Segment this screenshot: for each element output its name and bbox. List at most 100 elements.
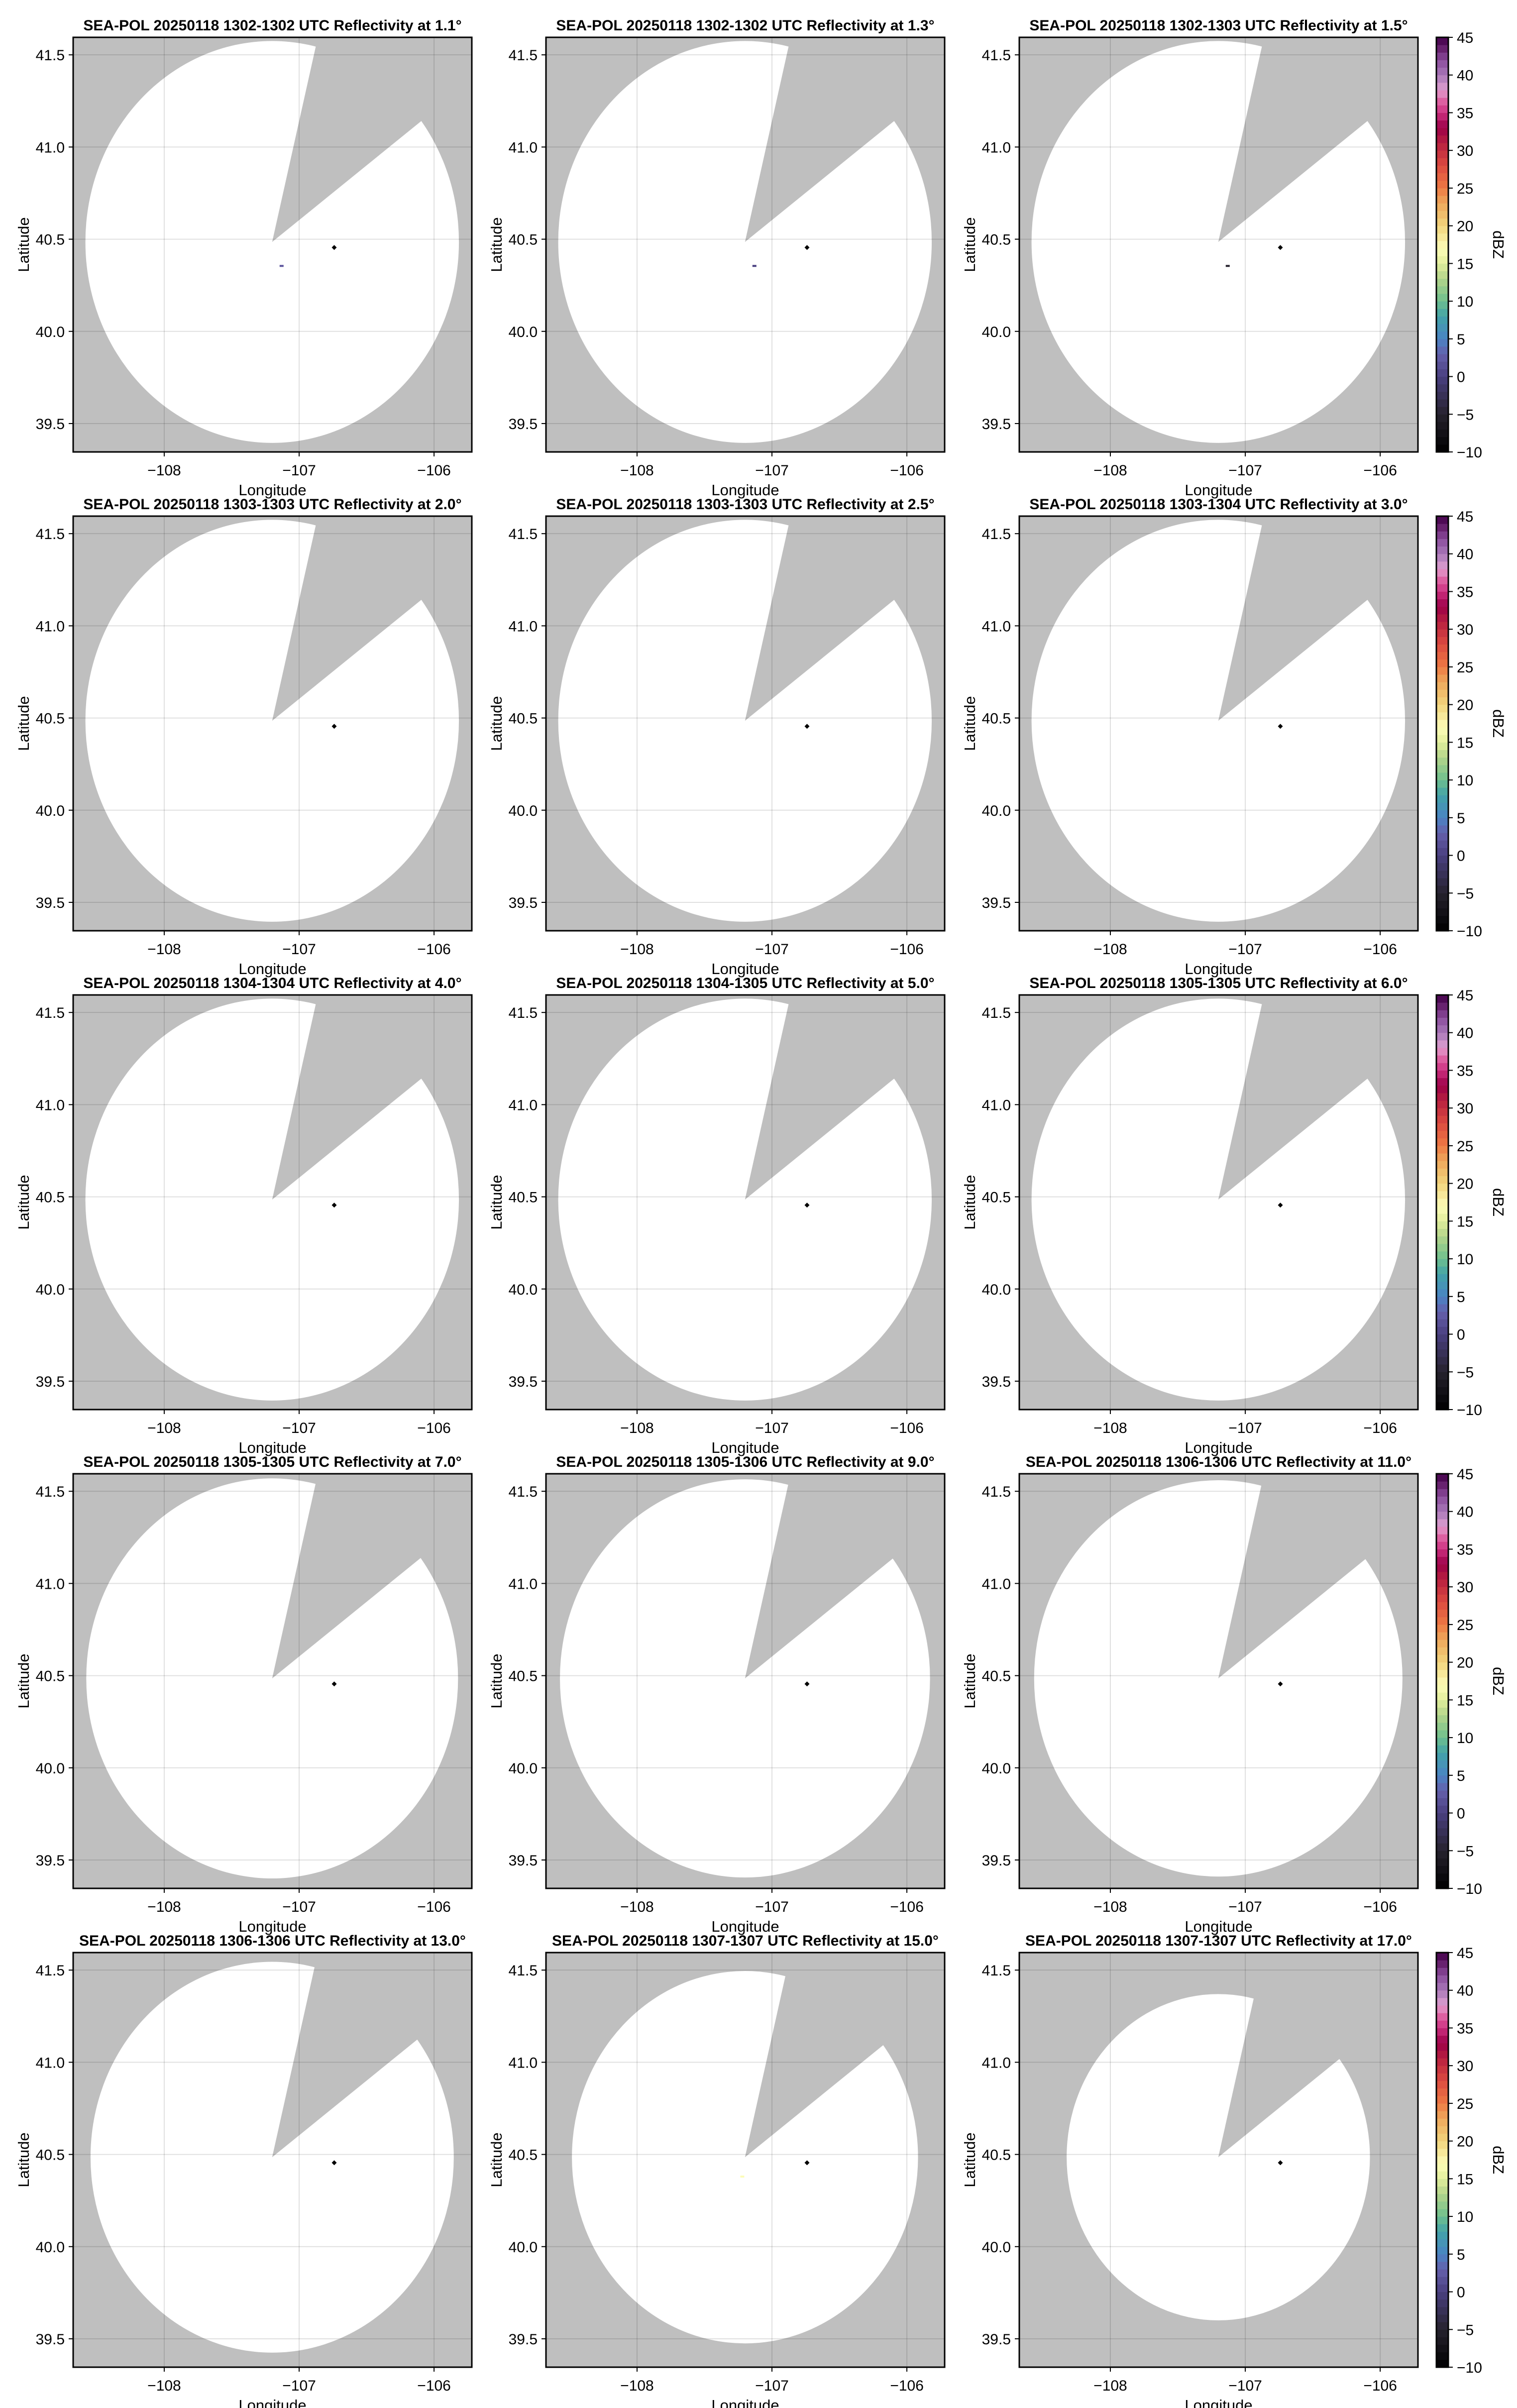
plot-area <box>546 995 945 1410</box>
colorbar-tick-label: 25 <box>1457 1138 1473 1155</box>
y-axis-label: Latitude <box>961 2132 978 2187</box>
colorbar-bin <box>1436 1752 1448 1761</box>
colorbar-bin <box>1436 165 1448 174</box>
colorbar-bin <box>1436 1828 1448 1836</box>
echo-pixel <box>1225 265 1230 267</box>
x-axis-label: Longitude <box>711 2397 779 2408</box>
colorbar-bin <box>1436 2005 1448 2013</box>
colorbar-tick-label: 20 <box>1457 219 1473 235</box>
colorbar-bin <box>1436 1707 1448 1716</box>
y-tick-label: 41.5 <box>509 47 538 64</box>
x-tick-label: −108 <box>620 941 654 958</box>
y-tick-label: 41.5 <box>36 526 65 543</box>
colorbar-bin <box>1436 2337 1448 2345</box>
colorbar-bin <box>1436 196 1448 204</box>
colorbar-bin <box>1436 1228 1448 1237</box>
axes-frame <box>545 994 946 1411</box>
y-tick-label: 40.5 <box>509 232 538 248</box>
y-axis-label: Latitude <box>961 217 978 272</box>
panel-title: SEA-POL 20250118 1305-1305 UTC Reflectiv… <box>83 1454 461 1470</box>
blocked-sector <box>745 995 924 1200</box>
y-tick-label: 39.5 <box>982 1374 1011 1390</box>
colorbar-bin <box>1436 2322 1448 2330</box>
x-tick-label: −108 <box>147 941 181 958</box>
x-axis-label: Longitude <box>238 1918 306 1935</box>
x-tick-label: −107 <box>755 1899 789 1915</box>
colorbar-bin <box>1436 2058 1448 2066</box>
colorbar-bin <box>1436 1858 1448 1866</box>
colorbar-bin <box>1436 1692 1448 1700</box>
colorbar-bin <box>1436 1032 1448 1041</box>
colorbar-bin <box>1436 1798 1448 1806</box>
colorbar-bin <box>1436 1070 1448 1079</box>
colorbar-bin <box>1436 429 1448 438</box>
colorbar-bin <box>1436 271 1448 279</box>
colorbar-bin <box>1436 1685 1448 1693</box>
plot-area <box>73 516 472 931</box>
y-tick-label: 40.0 <box>36 324 65 340</box>
site-marker <box>331 1681 337 1687</box>
colorbar-bin <box>1436 1259 1448 1267</box>
colorbar-bin <box>1436 2299 1448 2307</box>
colorbar-tick-label: −5 <box>1457 885 1474 902</box>
colorbar-bin <box>1436 1677 1448 1685</box>
colorbar-bin <box>1436 1571 1448 1580</box>
colorbar-bin <box>1436 112 1448 121</box>
colorbar-bin <box>1436 825 1448 833</box>
x-tick-label: −107 <box>282 1899 316 1915</box>
y-tick-label: 41.5 <box>36 1963 65 1979</box>
colorbar-bin <box>1436 2246 1448 2255</box>
plot-area <box>1019 1953 1418 2367</box>
colorbar-bin <box>1436 870 1448 878</box>
colorbar-bin <box>1436 1387 1448 1395</box>
colorbar-bin <box>1436 98 1448 106</box>
y-tick-label: 41.5 <box>36 1484 65 1500</box>
y-tick-label: 39.5 <box>982 1853 1011 1869</box>
panel-title: SEA-POL 20250118 1304-1305 UTC Reflectiv… <box>556 975 934 991</box>
colorbar-bin <box>1436 1138 1448 1146</box>
colorbar-tick-label: 35 <box>1457 2020 1473 2037</box>
colorbar-bin <box>1436 1700 1448 1708</box>
x-tick-label: −107 <box>282 1420 316 1436</box>
colorbar-tick-label: 5 <box>1457 2247 1465 2263</box>
x-tick-label: −106 <box>1363 462 1397 479</box>
colorbar-bin <box>1436 1564 1448 1572</box>
y-tick-label: 41.0 <box>36 618 65 635</box>
panel-5: SEA-POL 20250118 1303-1303 UTC Reflectiv… <box>488 496 946 978</box>
colorbar-bin <box>1436 2269 1448 2277</box>
colorbar: −10 −5 0 5 10 15 20 25 30 35 40 45 dBZ <box>1435 987 1507 1419</box>
colorbar-bin <box>1436 1206 1448 1214</box>
x-tick-label: −106 <box>1363 2378 1397 2394</box>
colorbar-bin <box>1436 1654 1448 1663</box>
colorbar-bin <box>1436 1078 1448 1086</box>
site-marker <box>1278 2160 1283 2166</box>
y-tick-label: 40.5 <box>982 232 1011 248</box>
colorbar-bin <box>1436 218 1448 226</box>
colorbar-tick-label: 20 <box>1457 2134 1473 2150</box>
site-marker <box>804 245 810 250</box>
colorbar-bin <box>1436 173 1448 181</box>
y-tick-label: 41.0 <box>36 2055 65 2071</box>
blocked-sector <box>272 516 451 721</box>
colorbar-bin <box>1436 719 1448 728</box>
blocked-sector <box>272 37 451 242</box>
colorbar-bin <box>1436 644 1448 653</box>
colorbar-tick-label: 40 <box>1457 1025 1473 1042</box>
colorbar-bin <box>1436 1790 1448 1798</box>
colorbar-bin <box>1436 1511 1448 1520</box>
plot-area <box>546 516 945 931</box>
panel-title: SEA-POL 20250118 1302-1303 UTC Reflectiv… <box>1029 17 1408 34</box>
colorbar-bin <box>1436 606 1448 615</box>
echo-pixel <box>752 265 757 267</box>
x-axis-label: Longitude <box>711 1439 779 1456</box>
x-tick-label: −106 <box>890 941 924 958</box>
x-tick-label: −108 <box>620 2378 654 2394</box>
x-axis-label: Longitude <box>1185 481 1252 499</box>
colorbar-bin <box>1436 802 1448 811</box>
colorbar-bin <box>1436 105 1448 113</box>
y-tick-label: 41.5 <box>509 1963 538 1979</box>
panel-3: SEA-POL 20250118 1302-1303 UTC Reflectiv… <box>961 17 1507 499</box>
y-tick-label: 40.0 <box>509 2239 538 2256</box>
colorbar-bin <box>1436 2118 1448 2126</box>
colorbar-frame <box>1435 1473 1449 1889</box>
